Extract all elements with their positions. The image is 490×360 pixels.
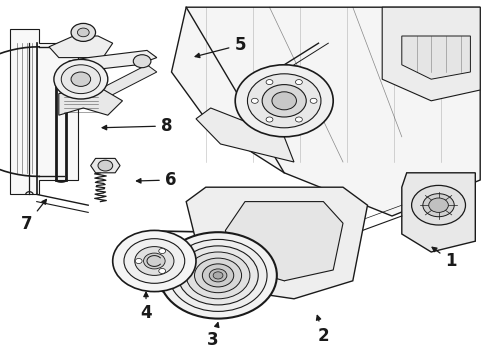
Polygon shape [402,36,470,79]
Circle shape [77,28,89,37]
Circle shape [144,253,165,269]
Circle shape [159,269,166,274]
Circle shape [209,269,227,282]
Circle shape [159,232,277,319]
Circle shape [202,264,234,287]
Text: 2: 2 [317,315,329,345]
Polygon shape [69,50,157,72]
Circle shape [133,55,151,68]
Polygon shape [186,187,368,299]
Circle shape [247,74,321,128]
Text: 1: 1 [432,247,457,270]
Circle shape [235,65,333,137]
Polygon shape [196,108,294,162]
Circle shape [266,80,273,85]
Circle shape [272,92,296,110]
Circle shape [159,248,166,253]
Circle shape [213,272,223,279]
Polygon shape [49,36,113,58]
Polygon shape [382,7,480,101]
Text: 4: 4 [140,292,152,322]
Circle shape [295,117,302,122]
Circle shape [178,246,258,305]
Circle shape [266,117,273,122]
Polygon shape [98,65,157,97]
Polygon shape [225,202,343,281]
Circle shape [412,185,465,225]
Circle shape [124,239,185,283]
Circle shape [251,98,258,103]
Circle shape [310,98,317,103]
Circle shape [61,65,100,94]
Polygon shape [91,158,120,173]
Circle shape [135,258,142,264]
Circle shape [169,239,267,311]
Circle shape [186,252,250,299]
Circle shape [423,194,454,217]
Polygon shape [59,86,122,115]
Polygon shape [10,29,78,194]
Circle shape [195,258,242,293]
Circle shape [295,80,302,85]
Polygon shape [402,173,475,252]
Circle shape [429,198,448,212]
Text: 5: 5 [195,36,246,58]
Text: 6: 6 [137,171,176,189]
Circle shape [113,230,196,292]
Circle shape [135,247,174,275]
Circle shape [71,23,96,41]
Text: 7: 7 [21,199,47,233]
Circle shape [71,72,91,86]
Circle shape [98,160,113,171]
Text: 3: 3 [207,323,219,349]
Text: 8: 8 [102,117,172,135]
Polygon shape [172,7,480,216]
Circle shape [54,59,108,99]
Circle shape [262,85,306,117]
